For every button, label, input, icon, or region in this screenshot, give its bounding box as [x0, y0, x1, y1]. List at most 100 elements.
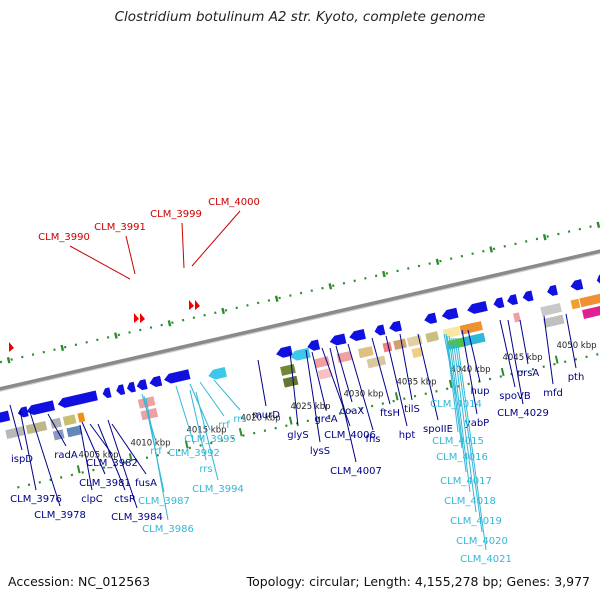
- gene-label: murD: [252, 410, 280, 421]
- highlight-marker: [9, 342, 14, 352]
- cds-arrow[interactable]: [596, 273, 600, 286]
- cds-arrow-shape: [0, 410, 11, 423]
- cds-arrow[interactable]: [102, 387, 112, 399]
- cog-block-shape: [66, 425, 83, 438]
- gene-label: greA: [314, 414, 337, 425]
- cds-arrow[interactable]: [441, 307, 459, 321]
- cog-block[interactable]: [282, 375, 299, 388]
- cog-block[interactable]: [582, 303, 600, 319]
- cog-block[interactable]: [513, 312, 521, 323]
- cds-arrow[interactable]: [506, 294, 518, 306]
- cds-arrow-shape: [102, 387, 112, 399]
- gene-label: prsA: [517, 368, 540, 379]
- gene-label: spoVB: [499, 391, 531, 402]
- cds-arrow-shape: [547, 284, 558, 296]
- cds-arrow-shape: [596, 273, 600, 285]
- cds-arrow[interactable]: [0, 410, 11, 424]
- cog-block[interactable]: [280, 364, 296, 376]
- cog-block[interactable]: [25, 421, 48, 435]
- highlight-leader: [69, 245, 131, 280]
- rna-arrow[interactable]: [289, 347, 311, 362]
- cog-block[interactable]: [50, 417, 62, 429]
- cds-arrow[interactable]: [373, 324, 386, 337]
- cds-arrow[interactable]: [163, 369, 191, 385]
- cds-arrow[interactable]: [25, 400, 56, 416]
- cog-block[interactable]: [442, 326, 461, 339]
- cds-arrow[interactable]: [329, 333, 347, 346]
- cds-arrow-shape: [570, 279, 584, 291]
- cog-block[interactable]: [52, 429, 65, 441]
- accession-text: Accession: NC_012563: [8, 574, 151, 589]
- cog-block[interactable]: [366, 355, 387, 369]
- kbp-tick: [288, 416, 293, 425]
- cog-block[interactable]: [579, 291, 600, 308]
- label-leader: [29, 411, 61, 507]
- cog-block[interactable]: [62, 414, 77, 426]
- kbp-tick: [238, 427, 243, 437]
- cds-arrow[interactable]: [546, 284, 558, 297]
- cog-block-shape: [25, 421, 48, 435]
- cog-block[interactable]: [393, 338, 407, 350]
- cog-block[interactable]: [358, 346, 374, 359]
- cog-block[interactable]: [66, 425, 83, 438]
- cds-arrow-shape: [467, 301, 488, 314]
- cds-arrow[interactable]: [492, 297, 505, 309]
- rna-label: CLM_3992: [168, 448, 220, 459]
- cds-arrow[interactable]: [306, 339, 321, 351]
- kbp-tick: [394, 392, 399, 401]
- rna-label: CLM_4016: [436, 452, 488, 463]
- genome-summary-text: Topology: circular; Length: 4,155,278 bp…: [246, 574, 590, 589]
- rna-arrow[interactable]: [207, 367, 227, 381]
- cog-block-shape: [280, 364, 296, 376]
- cog-block[interactable]: [459, 321, 483, 335]
- kbp-tick: [128, 453, 133, 462]
- cds-arrow-shape: [149, 375, 163, 387]
- cog-block[interactable]: [336, 351, 353, 363]
- rna-arrow-shape: [208, 367, 227, 380]
- cds-arrow[interactable]: [348, 328, 366, 342]
- cds-arrow[interactable]: [388, 320, 402, 333]
- cog-block[interactable]: [462, 332, 486, 347]
- cog-block[interactable]: [543, 314, 565, 328]
- cds-arrow[interactable]: [136, 379, 148, 391]
- cds-arrow[interactable]: [17, 406, 29, 418]
- cds-arrow[interactable]: [522, 290, 534, 303]
- cds-arrow[interactable]: [423, 312, 438, 325]
- cog-block-shape: [393, 338, 407, 350]
- cog-block[interactable]: [317, 368, 332, 380]
- highlight-leader: [125, 235, 136, 275]
- outer-tick: [274, 295, 279, 302]
- cds-arrow[interactable]: [126, 381, 136, 394]
- rna-label: CLM_3986: [142, 524, 194, 535]
- outer-tick: [489, 246, 493, 253]
- cds-arrow[interactable]: [57, 390, 98, 409]
- label-leader: [175, 385, 195, 445]
- cog-block[interactable]: [77, 412, 86, 423]
- cds-arrow[interactable]: [569, 279, 584, 291]
- cds-arrow[interactable]: [275, 345, 293, 359]
- cds-arrow[interactable]: [115, 384, 126, 396]
- cog-block[interactable]: [382, 341, 393, 353]
- cog-block[interactable]: [540, 302, 562, 317]
- cog-block[interactable]: [570, 298, 581, 310]
- label-leader: [461, 329, 478, 415]
- cog-block-shape: [513, 312, 521, 323]
- cds-arrow-shape: [507, 294, 518, 306]
- cog-block-shape: [358, 346, 374, 359]
- cog-block[interactable]: [425, 331, 440, 343]
- cog-block[interactable]: [411, 347, 424, 359]
- cog-block-shape: [62, 414, 77, 426]
- cds-arrow[interactable]: [148, 375, 163, 388]
- cog-block-shape: [459, 321, 483, 335]
- kbp-label: 4015 kbp: [186, 426, 226, 436]
- cog-block-shape: [282, 375, 299, 388]
- rna-label: rrs: [233, 414, 246, 425]
- label-leader: [519, 319, 529, 365]
- cds-arrow-shape: [116, 384, 126, 395]
- kbp-tick: [448, 379, 453, 389]
- label-leader: [450, 337, 471, 493]
- cds-arrow[interactable]: [466, 301, 488, 315]
- label-leader: [213, 379, 241, 411]
- cog-block[interactable]: [5, 426, 25, 439]
